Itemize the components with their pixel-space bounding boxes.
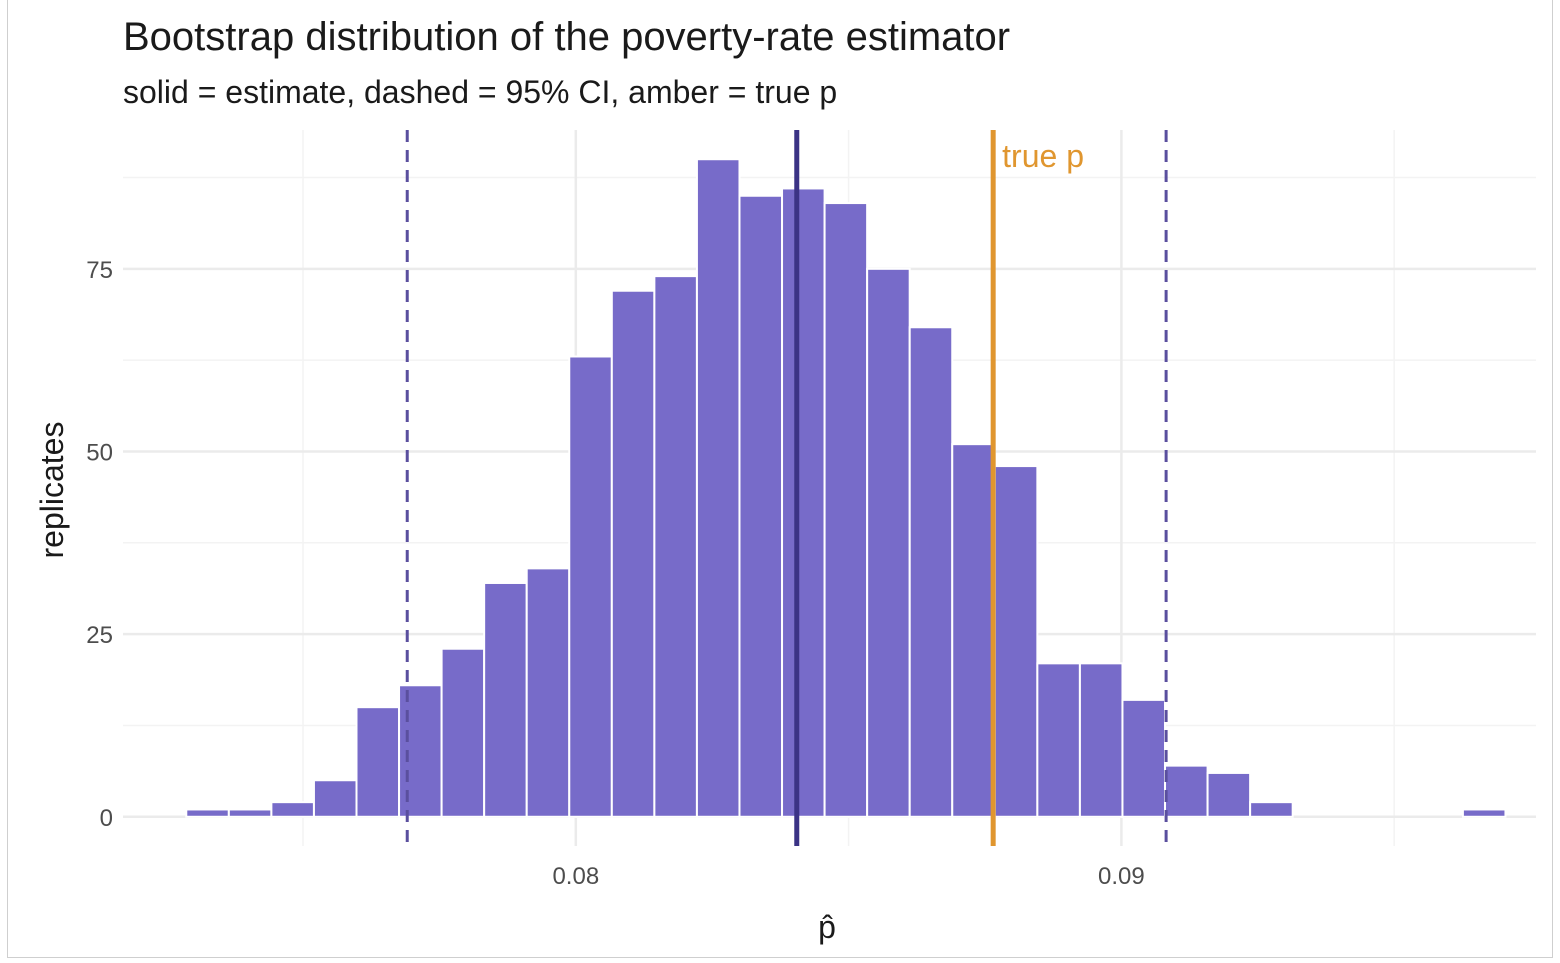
histogram-bar xyxy=(738,194,784,818)
true-p-label: true p xyxy=(1002,138,1084,174)
histogram-bars xyxy=(185,158,1507,818)
x-tick-label: 0.09 xyxy=(1098,863,1145,890)
histogram-bar xyxy=(440,647,486,818)
histogram-bar xyxy=(1249,801,1294,818)
histogram-bar xyxy=(951,443,996,818)
histogram-bar xyxy=(483,581,528,818)
histogram-bar xyxy=(1164,764,1209,818)
histogram-chart: Bootstrap distribution of the poverty-ra… xyxy=(34,15,1536,945)
histogram-bar xyxy=(525,567,571,818)
histogram-bar xyxy=(695,158,741,818)
histogram-bar xyxy=(185,808,230,818)
chart-subtitle: solid = estimate, dashed = 95% CI, amber… xyxy=(123,74,837,110)
histogram-bar xyxy=(781,187,826,818)
reference-lines: true p xyxy=(405,130,1168,846)
histogram-bar xyxy=(1078,662,1124,818)
x-tick-label: 0.08 xyxy=(552,863,599,890)
histogram-bar xyxy=(1036,662,1081,818)
histogram-bar xyxy=(610,289,656,818)
y-tick-label: 25 xyxy=(86,622,113,649)
axis-ticks: 0 25 50 75 0.08 0.09 xyxy=(86,257,1144,890)
y-tick-label: 0 xyxy=(100,805,113,832)
histogram-bar xyxy=(1206,771,1252,818)
y-tick-label: 75 xyxy=(86,257,113,284)
histogram-bar xyxy=(1121,698,1167,818)
histogram-bar xyxy=(398,684,443,818)
histogram-bar xyxy=(568,355,613,818)
histogram-bar xyxy=(653,275,698,818)
histogram-bar xyxy=(993,465,1039,818)
histogram-bar xyxy=(227,808,273,818)
histogram-bar xyxy=(312,779,358,818)
histogram-bar xyxy=(270,801,315,818)
histogram-bar xyxy=(823,202,869,818)
histogram-bar xyxy=(1461,808,1507,818)
y-tick-label: 50 xyxy=(86,439,113,466)
chart-frame: Bootstrap distribution of the poverty-ra… xyxy=(7,0,1553,958)
histogram-bar xyxy=(355,706,401,818)
y-axis-title: replicates xyxy=(34,422,70,559)
histogram-bar xyxy=(866,267,911,818)
chart-title: Bootstrap distribution of the poverty-ra… xyxy=(123,15,1010,59)
histogram-bar xyxy=(908,326,954,818)
x-axis-title: p̂ xyxy=(818,909,836,945)
